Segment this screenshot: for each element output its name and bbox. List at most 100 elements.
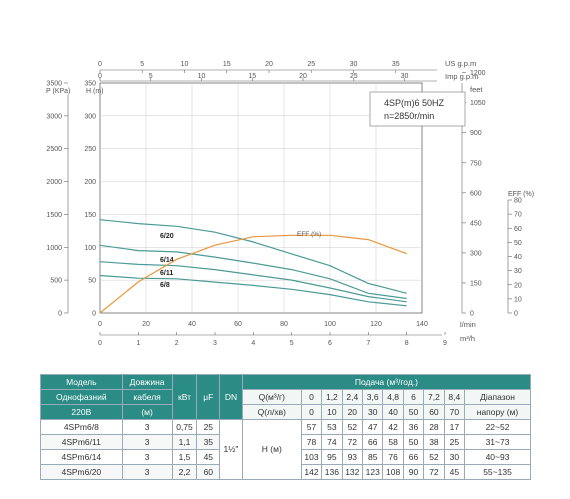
pressure-tick-label: 0 [58,311,62,318]
row1-h1: 74 [321,434,343,450]
row0-model: 4SPm6/8 [40,419,123,435]
m3h-tick-label: 1 [136,340,140,347]
lmin-axis-label: l/min [460,320,476,329]
row3-kw: 2,2 [171,464,198,480]
m3h-tick-label: 8 [405,340,409,347]
eff-tick-label: 40 [514,254,522,261]
th-q2: Q(л/хв) [241,404,302,420]
eff-tick-label: 80 [514,198,522,205]
head-tick-label: 50 [88,278,96,285]
lmin-tick-label: 100 [324,321,336,328]
row0-h3: 47 [361,419,384,435]
th-single-phase: Однофазний [40,389,123,405]
row1-model: 4SPm6/11 [40,434,123,450]
info-box [369,91,466,127]
row3-uf: 60 [196,464,221,480]
m3h-tick-label: 9 [443,340,447,347]
lmin-tick-label: 40 [188,321,196,328]
th-q1: Q(м³/г) [241,389,302,405]
q2-5: 50 [402,404,425,420]
lmin-tick-label: 20 [142,321,150,328]
row0-h5: 36 [402,419,425,435]
feet-tick-label: 300 [470,250,482,257]
curve-6-11 [99,261,407,303]
q1-6: 7,2 [423,389,445,405]
us-tick-label: 0 [98,61,102,68]
row2-h5: 66 [402,449,425,465]
m3h-tick-label: 2 [175,340,179,347]
row3-range: 55~135 [464,464,531,480]
head-tick-label: 150 [84,212,96,219]
q2-7: 70 [443,404,466,420]
th-length: Довжина [121,374,173,390]
feet-tick-label: 0 [470,311,474,318]
us-tick-label: 20 [265,61,273,68]
row0-h1: 53 [321,419,343,435]
feet-tick-label: 150 [470,280,482,287]
th-voltage: 220В [40,404,123,420]
curve-EFF- [99,234,407,314]
dn-value: 1½" [219,419,243,480]
us-tick-label: 25 [307,61,315,68]
head-tick-label: 100 [84,245,96,252]
row2-uf: 45 [196,449,221,465]
feet-tick-label: 750 [470,160,482,167]
lmin-tick-label: 60 [234,321,242,328]
th-range2: напору (м) [464,404,531,420]
eff-curve-label: EFF (%) [297,231,321,238]
feet-axis-label: feet [470,85,483,94]
feet-tick-label: 600 [470,190,482,197]
m3h-tick-label: 3 [213,340,217,347]
q1-4: 4,8 [382,389,404,405]
row1-h3: 66 [361,434,384,450]
us-tick-label: 30 [350,61,358,68]
info-box-speed: n=2850r/min [384,111,434,121]
lmin-tick-label: 0 [98,321,102,328]
row2-h3: 85 [361,449,384,465]
q1-0: 0 [300,389,323,405]
row2-cable: 3 [121,449,173,465]
head-tick-label: 250 [84,146,96,153]
eff-tick-label: 0 [514,311,518,318]
row1-range: 31~73 [464,434,531,450]
lmin-tick-label: 140 [416,321,428,328]
row1-h6: 38 [423,434,445,450]
head-tick-label: 350 [84,81,96,88]
curve-label: 6/8 [160,282,170,289]
imp-tick-label: 0 [98,73,102,80]
row1-kw: 1,1 [171,434,198,450]
q2-2: 20 [341,404,364,420]
q2-4: 40 [382,404,404,420]
row0-uf: 25 [196,419,221,435]
us-axis-label: US g.p.m [445,59,476,68]
m3h-tick-label: 4 [251,340,255,347]
row2-h6: 52 [423,449,445,465]
pressure-tick-label: 2500 [46,146,62,153]
th-range1: Діапазон [464,389,531,405]
pressure-tick-label: 1500 [46,212,62,219]
row0-h0: 57 [300,419,323,435]
row0-h2: 52 [341,419,364,435]
head-axis-label: H (m) [86,88,104,95]
row3-h7: 45 [443,464,466,480]
pressure-tick-label: 3000 [46,113,62,120]
q2-1: 10 [321,404,343,420]
us-tick-label: 5 [140,61,144,68]
row0-range: 22~52 [464,419,531,435]
us-tick-label: 35 [392,61,400,68]
row0-h7: 17 [443,419,466,435]
row3-cable: 3 [121,464,173,480]
m3h-tick-label: 6 [328,340,332,347]
performance-chart: 0 5 10 15 20 25 30 35 US g.p.m0 5 10 15 20 25 30 Imp g.… [46,59,534,347]
imp-tick-label: 5 [149,73,153,80]
row1-h2: 72 [341,434,364,450]
th-dn: DN [219,374,243,420]
imp-tick-label: 10 [198,73,206,80]
q1-7: 8,4 [443,389,466,405]
eff-tick-label: 60 [514,226,522,233]
m3h-tick-label: 5 [290,340,294,347]
q2-6: 60 [423,404,445,420]
feet-tick-label: 450 [470,220,482,227]
q1-2: 2,4 [341,389,364,405]
row1-uf: 35 [196,434,221,450]
